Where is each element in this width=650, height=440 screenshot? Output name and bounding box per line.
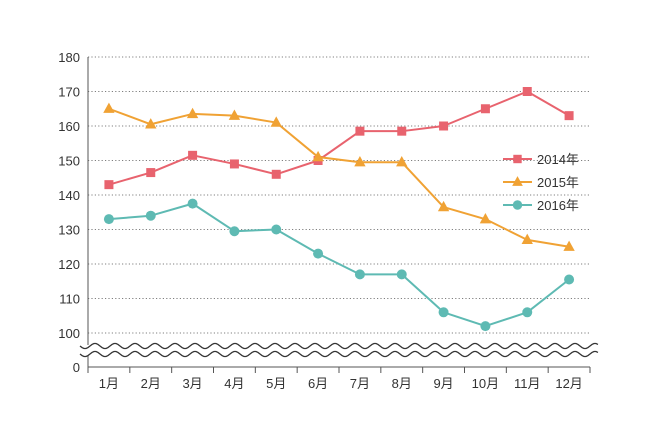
x-tick-label: 5月 [266, 376, 286, 391]
data-point [270, 116, 282, 127]
legend-marker [512, 200, 523, 210]
series-line [108, 107, 570, 248]
y-tick-label: 120 [58, 257, 80, 272]
data-point [439, 121, 449, 131]
data-point [355, 126, 365, 136]
legend-item: 2014年 [503, 152, 579, 167]
y-axis: 180 170 160 150 140 130 120 110 100 0 [58, 50, 89, 375]
x-tick-label: 6月 [308, 376, 328, 391]
y-tick-label: 0 [73, 360, 80, 375]
axis-break-wave [79, 350, 599, 358]
data-point [104, 180, 114, 190]
series-2016年 [103, 198, 575, 332]
data-point [354, 269, 365, 280]
series-line [108, 202, 570, 328]
data-point [564, 274, 575, 285]
y-tick-label: 130 [58, 223, 80, 238]
data-point [313, 248, 324, 259]
series-2015年 [103, 102, 575, 251]
legend-label: 2016年 [537, 198, 579, 213]
data-point [146, 168, 156, 178]
data-point [312, 150, 324, 162]
y-tick-label: 170 [58, 85, 80, 100]
data-point [437, 200, 450, 212]
y-tick-label: 150 [58, 154, 80, 169]
legend-marker [513, 154, 522, 164]
data-point [522, 87, 532, 96]
data-point [438, 307, 449, 318]
y-tick-label: 140 [58, 188, 80, 203]
data-point [480, 321, 491, 332]
grid [88, 56, 590, 334]
legend-label: 2015年 [537, 175, 579, 190]
x-tick-label: 12月 [555, 376, 582, 391]
data-point [354, 156, 366, 167]
x-tick-label: 8月 [392, 376, 412, 391]
series-2014年 [104, 87, 574, 190]
y-tick-label: 160 [58, 119, 80, 134]
x-axis: 1月 2月 3月 4月 5月 6月 7月 8月 9月 10月 11月 12月 [87, 366, 591, 391]
data-point [396, 269, 407, 280]
data-point [480, 104, 490, 114]
axis-break [79, 342, 599, 358]
x-tick-label: 7月 [350, 376, 370, 391]
data-point [145, 210, 156, 221]
data-point [229, 159, 239, 169]
legend-marker [512, 176, 523, 186]
y-tick-label: 100 [58, 326, 80, 341]
series-line [108, 90, 570, 186]
data-point [521, 233, 533, 245]
x-tick-label: 9月 [433, 376, 453, 391]
data-point [271, 224, 282, 235]
y-tick-label: 110 [59, 292, 80, 307]
x-tick-label: 4月 [224, 376, 244, 391]
x-tick-label: 10月 [472, 376, 499, 391]
data-point [186, 107, 199, 119]
data-point [397, 126, 407, 136]
data-point [228, 109, 241, 120]
x-tick-label: 1月 [99, 376, 119, 391]
data-point [187, 198, 198, 209]
legend: 2014年 2015年 2016年 [503, 152, 579, 213]
data-point [479, 212, 492, 224]
series-group [103, 87, 575, 332]
x-tick-label: 3月 [182, 376, 202, 391]
legend-item: 2015年 [503, 175, 579, 190]
data-point [396, 156, 408, 167]
data-point [564, 111, 574, 121]
data-point [229, 226, 240, 237]
data-point [563, 240, 575, 251]
y-tick-label: 180 [58, 50, 80, 65]
x-tick-label: 2月 [141, 376, 161, 391]
data-point [103, 102, 115, 113]
legend-label: 2014年 [537, 152, 579, 167]
legend-item: 2016年 [503, 198, 579, 213]
data-point [103, 214, 114, 225]
x-tick-label: 11月 [514, 376, 541, 391]
data-point [188, 150, 198, 160]
axis-break-wave [79, 342, 599, 350]
data-point [271, 169, 281, 179]
data-point [145, 118, 157, 129]
data-point [522, 307, 533, 318]
